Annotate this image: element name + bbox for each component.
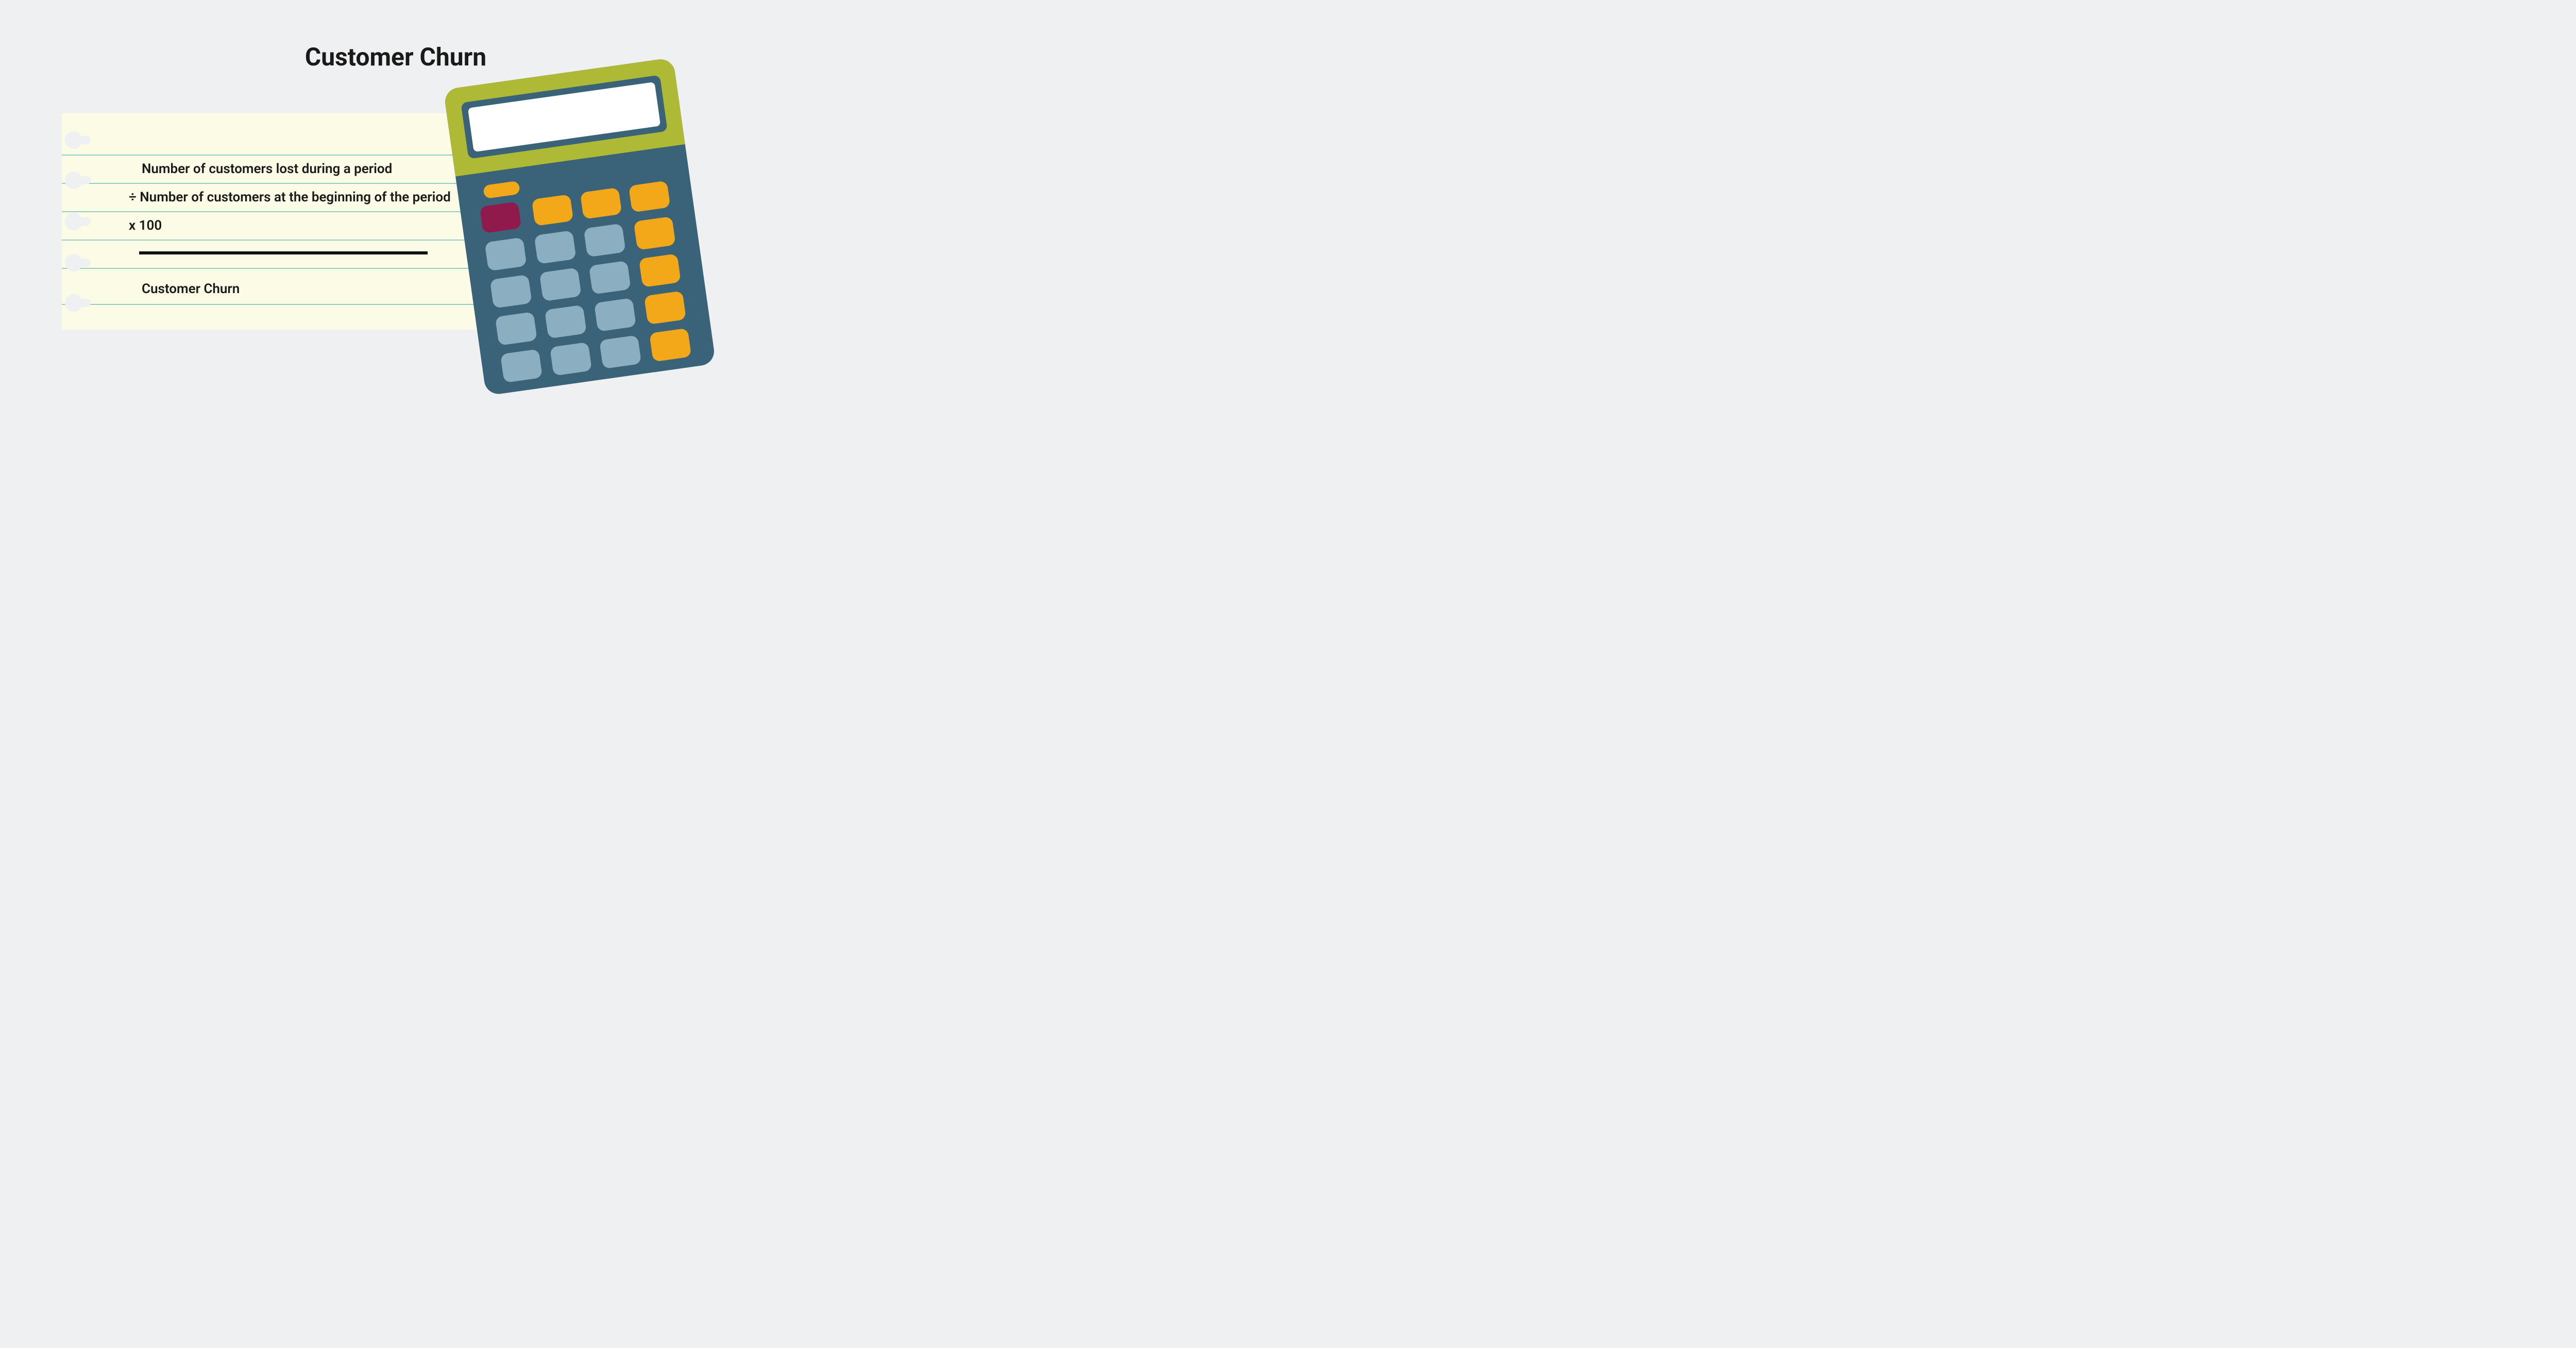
calculator-key	[589, 261, 631, 295]
calculator-key	[534, 230, 577, 264]
calculator-key	[480, 201, 522, 233]
calculator-key	[490, 275, 532, 309]
calculator-key	[485, 237, 527, 271]
paper-rule	[62, 304, 536, 305]
calculator-key	[550, 342, 592, 376]
calculator-key	[594, 298, 636, 332]
calculator-key	[644, 291, 686, 325]
calculator-key	[634, 216, 676, 250]
calculator-key	[539, 267, 582, 301]
calculator-key	[639, 253, 681, 287]
calculator-key	[545, 305, 587, 339]
paper-slot	[76, 136, 91, 144]
formula-line-2: ÷ Number of customers at the beginning o…	[129, 190, 451, 205]
calculator-key	[584, 224, 626, 258]
calculator-key	[580, 187, 622, 219]
formula-result: Customer Churn	[142, 281, 240, 297]
calculator-icon	[443, 58, 716, 396]
calculator-key	[629, 181, 671, 213]
paper-slot	[76, 259, 91, 267]
calculator-key	[532, 194, 574, 226]
calculator-key	[649, 328, 691, 362]
formula-divider	[139, 251, 428, 254]
paper-slot	[76, 176, 91, 184]
paper-slot	[76, 299, 91, 307]
formula-line-3: x 100	[129, 218, 162, 233]
paper-slot	[76, 217, 91, 226]
paper-rule	[62, 268, 536, 269]
formula-line-1: Number of customers lost during a period	[142, 161, 392, 177]
calculator-key	[500, 349, 543, 383]
calculator-key	[599, 335, 641, 369]
calculator-key	[495, 312, 537, 346]
